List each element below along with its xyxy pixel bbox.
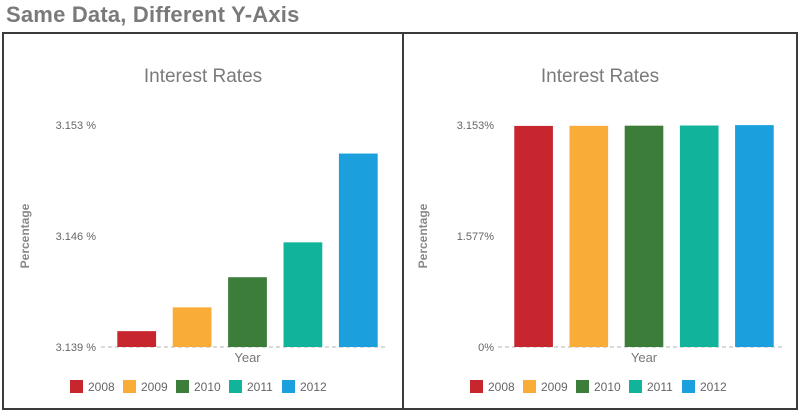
- legend-item-2008: 2008: [70, 380, 115, 394]
- legend-swatch: [629, 380, 642, 393]
- y-tick-label: 3.153%: [457, 120, 495, 132]
- legend-swatch: [576, 380, 589, 393]
- bar-2012: [735, 125, 774, 347]
- legend-swatch: [282, 380, 295, 393]
- legend-label: 2010: [594, 380, 621, 394]
- legend-label: 2009: [541, 380, 568, 394]
- legend-label: 2010: [194, 380, 221, 394]
- legend-swatch: [123, 380, 136, 393]
- y-tick-label: 3.153 %: [56, 120, 97, 132]
- y-tick-label: 3.146 %: [56, 231, 97, 243]
- bar-2010: [228, 277, 267, 347]
- legend-item-2012: 2012: [282, 380, 327, 394]
- y-axis-label: Percentage: [18, 203, 32, 268]
- legend-item-2009: 2009: [123, 380, 168, 394]
- chart-panel-left: Interest Rates Percentage 3.139 % 3.146 % 3.…: [2, 32, 404, 410]
- y-tick-label: 1.577%: [457, 231, 495, 243]
- legend-label: 2011: [647, 380, 673, 394]
- legend-swatch: [682, 380, 695, 393]
- legend-swatch: [523, 380, 536, 393]
- legend-label: 2008: [88, 380, 115, 394]
- x-axis-label: Year: [631, 350, 658, 365]
- legend-label: 2008: [488, 380, 515, 394]
- bar-2009: [569, 125, 609, 347]
- y-tick-label: 3.139 %: [56, 342, 97, 354]
- chart-title: Interest Rates: [144, 66, 262, 87]
- legend-label: 2009: [141, 380, 168, 394]
- chart-right: Interest Rates Percentage 0% 1.577% 3.153% Ye…: [416, 66, 782, 394]
- bar-2009: [172, 307, 212, 347]
- legend-item-2011: 2011: [229, 380, 273, 394]
- legend-item-2010: 2010: [576, 380, 621, 394]
- x-axis-label: Year: [234, 350, 261, 365]
- legend-item-2012: 2012: [682, 380, 727, 394]
- chart-panel-right: Interest Rates Percentage 0% 1.577% 3.153% Ye…: [402, 32, 798, 410]
- bar-2011: [283, 242, 323, 347]
- legend-swatch: [470, 380, 483, 393]
- legend-swatch: [176, 380, 189, 393]
- legend-item-2008: 2008: [470, 380, 515, 394]
- bar-2011: [679, 125, 719, 347]
- bar-2010: [624, 125, 664, 347]
- page-title: Same Data, Different Y-Axis: [6, 2, 300, 27]
- bar-2008: [514, 125, 553, 348]
- chart-left: Interest Rates Percentage 3.139 % 3.146 % 3.…: [18, 66, 386, 394]
- bar-2008: [117, 331, 157, 347]
- bar-2012: [338, 153, 378, 347]
- y-tick-label: 0%: [478, 342, 494, 354]
- legend-swatch: [70, 380, 83, 393]
- legend-swatch: [229, 380, 242, 393]
- legend-label: 2012: [300, 380, 327, 394]
- legend-item-2009: 2009: [523, 380, 568, 394]
- legend-label: 2012: [700, 380, 727, 394]
- legend-item-2011: 2011: [629, 380, 673, 394]
- legend-label: 2011: [247, 380, 273, 394]
- y-axis-label: Percentage: [416, 203, 430, 268]
- legend-item-2010: 2010: [176, 380, 221, 394]
- chart-title: Interest Rates: [541, 66, 659, 87]
